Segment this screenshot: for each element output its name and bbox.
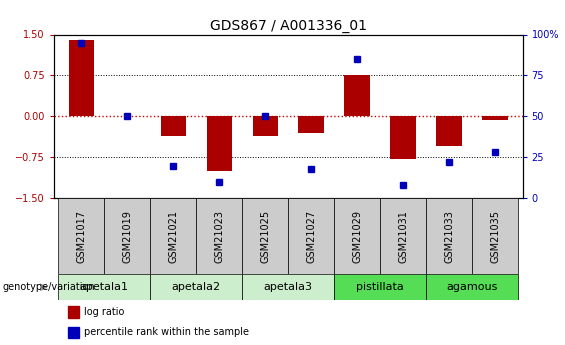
- Bar: [160, 117, 186, 136]
- Bar: [242, 198, 288, 274]
- Text: genotype/variation: genotype/variation: [3, 282, 95, 292]
- Bar: [58, 274, 150, 300]
- Bar: [68, 306, 80, 317]
- Text: GSM21019: GSM21019: [122, 210, 132, 263]
- Bar: [436, 117, 462, 147]
- Text: pistillata: pistillata: [356, 282, 404, 292]
- Text: GSM21027: GSM21027: [306, 210, 316, 263]
- Bar: [68, 327, 80, 338]
- Bar: [196, 198, 242, 274]
- Bar: [298, 117, 324, 133]
- Text: GSM21035: GSM21035: [490, 210, 500, 263]
- Bar: [426, 198, 472, 274]
- Bar: [150, 274, 242, 300]
- Text: apetala1: apetala1: [80, 282, 129, 292]
- Title: GDS867 / A001336_01: GDS867 / A001336_01: [210, 19, 367, 33]
- Text: GSM21017: GSM21017: [76, 210, 86, 263]
- Bar: [380, 198, 426, 274]
- Bar: [472, 198, 518, 274]
- Bar: [207, 117, 232, 171]
- Text: GSM21031: GSM21031: [398, 210, 408, 263]
- Text: GSM21029: GSM21029: [352, 210, 362, 263]
- Text: agamous: agamous: [446, 282, 498, 292]
- Text: apetala3: apetala3: [264, 282, 312, 292]
- Text: apetala2: apetala2: [172, 282, 221, 292]
- Bar: [150, 198, 196, 274]
- Bar: [334, 274, 426, 300]
- Text: GSM21023: GSM21023: [214, 210, 224, 263]
- Bar: [288, 198, 334, 274]
- Text: GSM21021: GSM21021: [168, 210, 178, 263]
- Bar: [253, 117, 278, 136]
- Text: percentile rank within the sample: percentile rank within the sample: [84, 327, 249, 337]
- Bar: [426, 274, 518, 300]
- Text: GSM21025: GSM21025: [260, 210, 270, 263]
- Bar: [105, 198, 150, 274]
- Bar: [68, 40, 94, 117]
- Bar: [334, 198, 380, 274]
- Bar: [242, 274, 334, 300]
- Text: GSM21033: GSM21033: [444, 210, 454, 263]
- Text: log ratio: log ratio: [84, 307, 124, 317]
- Bar: [483, 117, 508, 120]
- Bar: [345, 76, 370, 117]
- Bar: [390, 117, 416, 159]
- Bar: [58, 198, 105, 274]
